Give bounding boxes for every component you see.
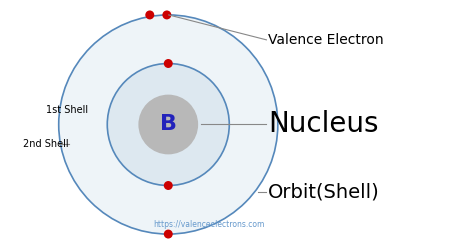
Text: https://valenceelectrons.com: https://valenceelectrons.com [153, 220, 264, 229]
Text: Nucleus: Nucleus [268, 111, 378, 138]
Ellipse shape [107, 63, 229, 186]
Ellipse shape [59, 15, 278, 234]
Text: Valence Electron: Valence Electron [268, 33, 383, 47]
Ellipse shape [164, 230, 173, 239]
Ellipse shape [138, 95, 198, 154]
Text: Orbit(Shell): Orbit(Shell) [268, 182, 380, 201]
Ellipse shape [163, 10, 171, 19]
Ellipse shape [164, 59, 173, 68]
Ellipse shape [146, 10, 154, 19]
Text: 1st Shell: 1st Shell [46, 105, 88, 115]
Text: 2nd Shell: 2nd Shell [23, 139, 69, 149]
Ellipse shape [164, 181, 173, 190]
Text: B: B [160, 115, 177, 134]
